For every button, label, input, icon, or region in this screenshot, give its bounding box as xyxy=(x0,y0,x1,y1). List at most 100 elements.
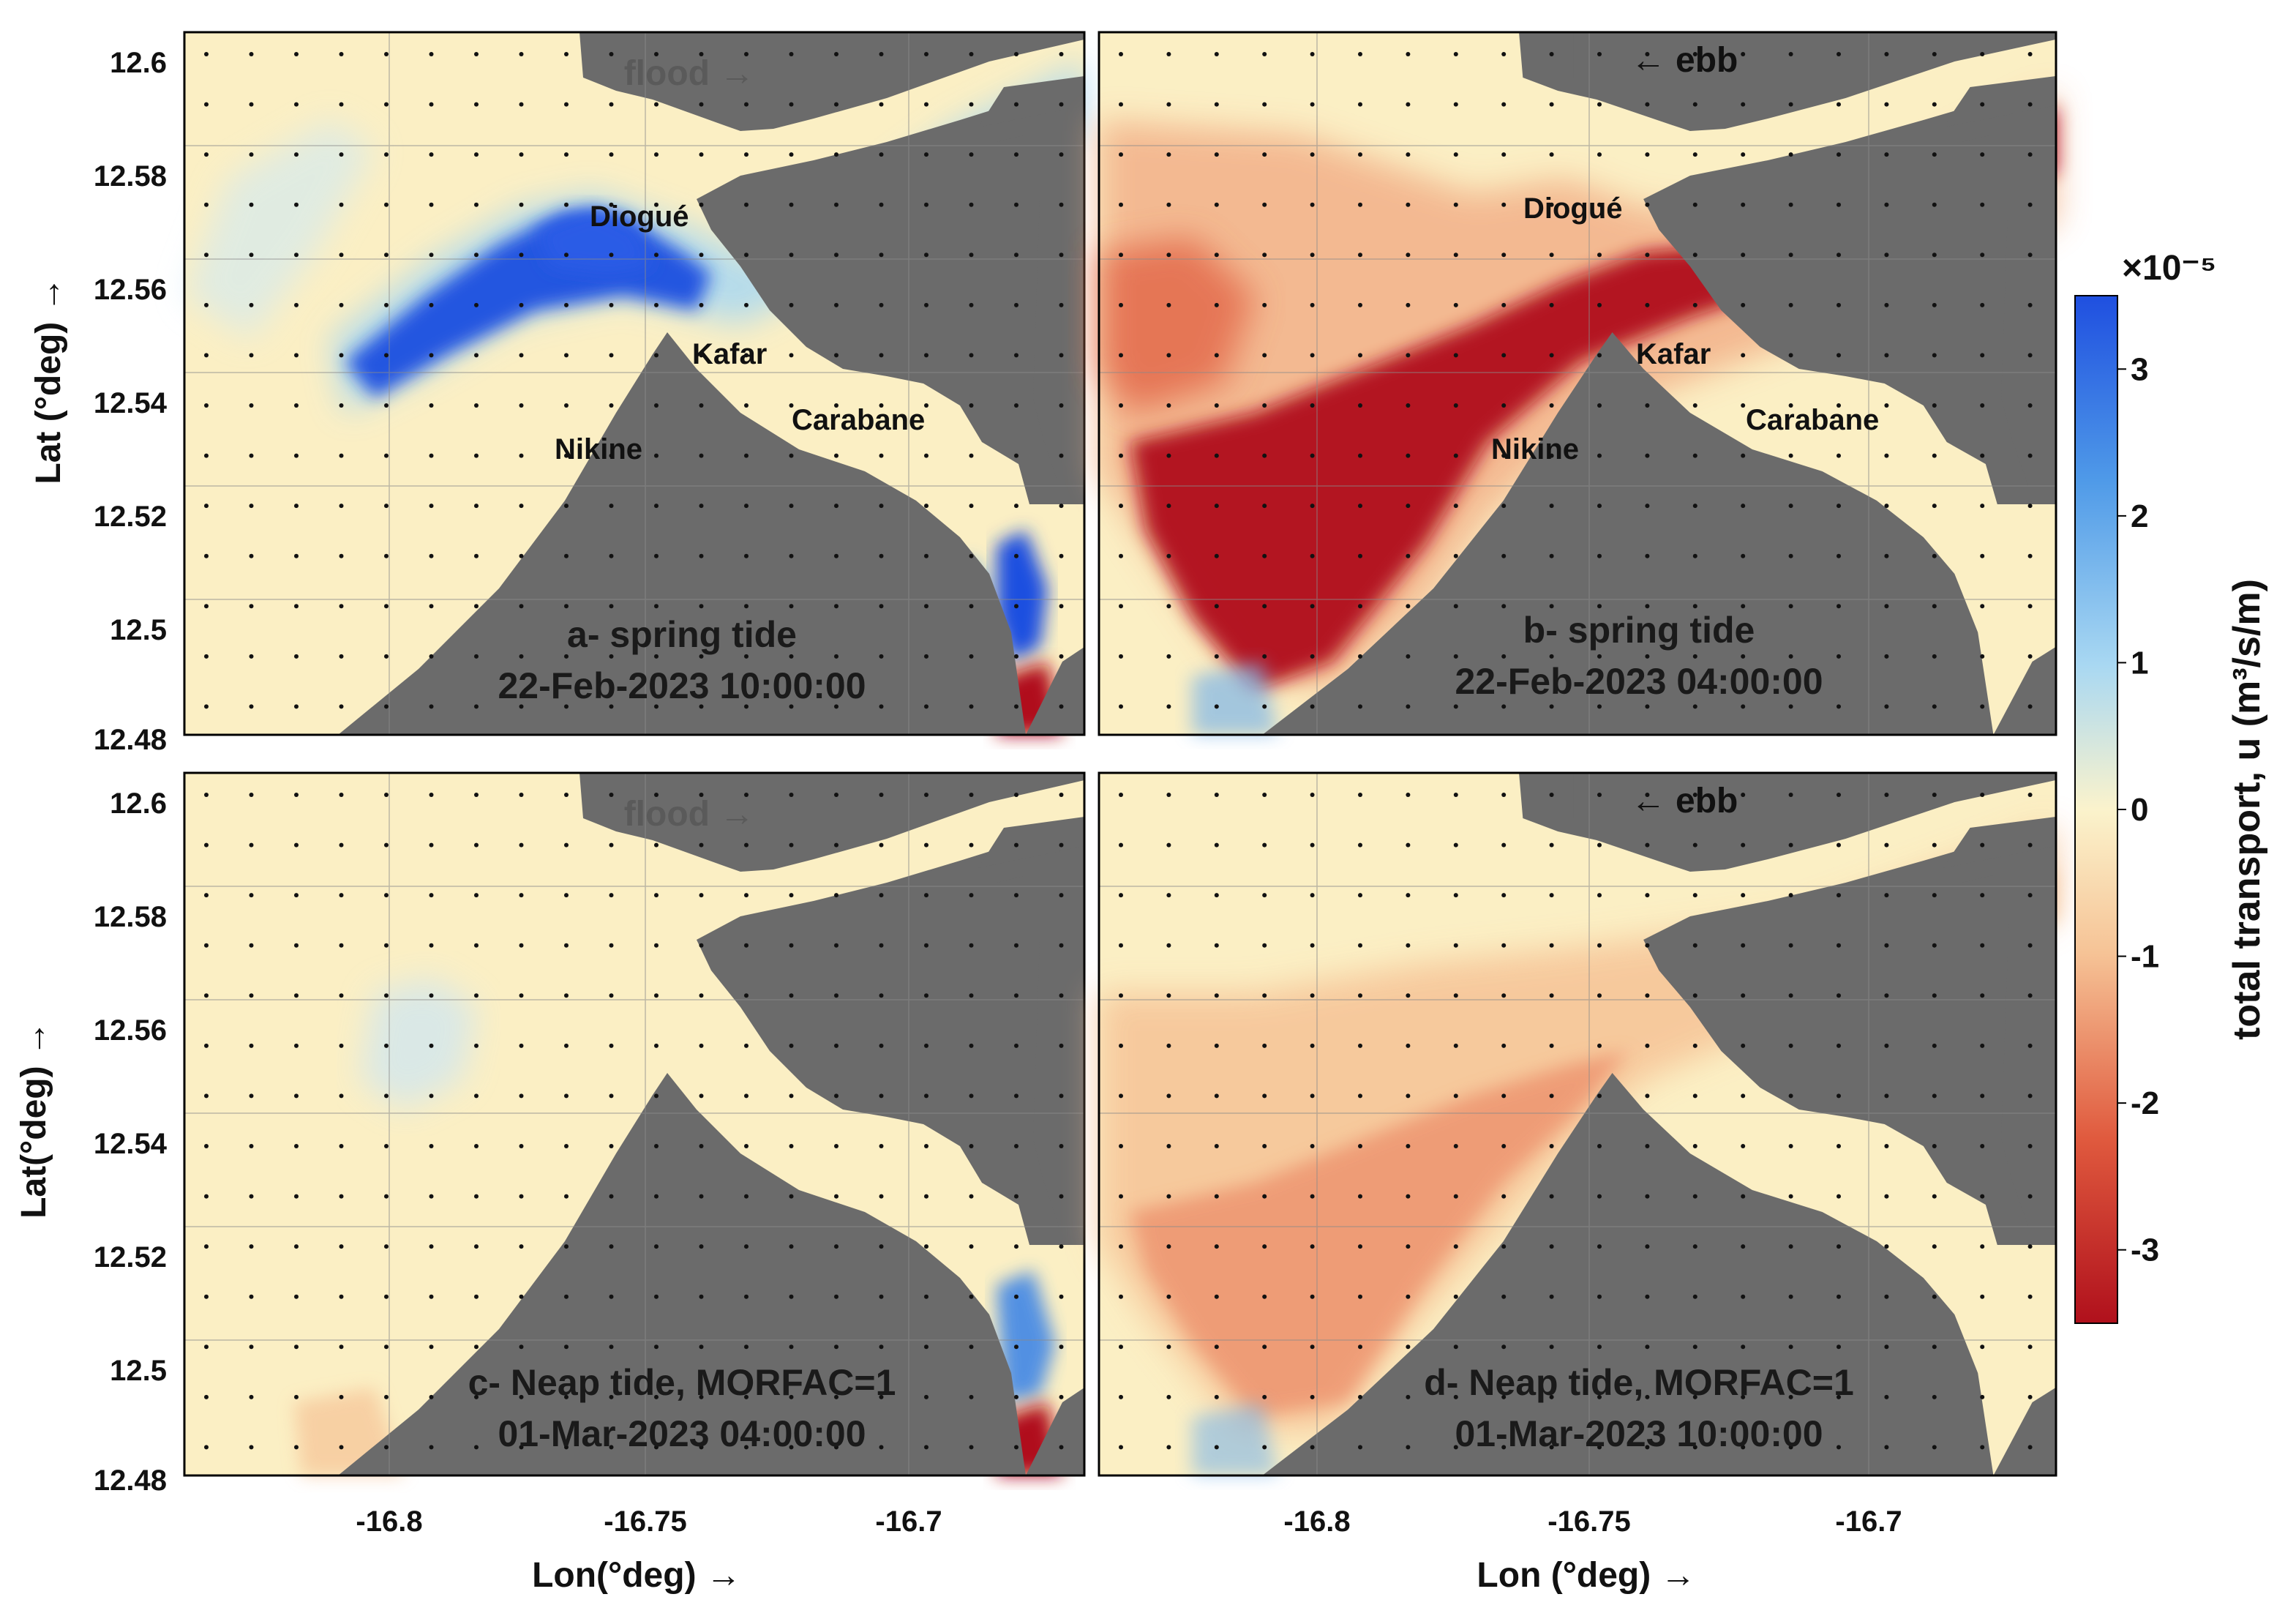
vector-dot xyxy=(1837,52,1841,56)
vector-dot xyxy=(384,1344,389,1350)
vector-dot xyxy=(789,403,794,408)
vector-dot xyxy=(429,842,434,848)
vector-dot xyxy=(1406,793,1411,797)
vector-dot xyxy=(1358,604,1362,609)
vector-dot xyxy=(1597,504,1602,509)
vector-dot xyxy=(1645,1144,1650,1148)
vector-dot xyxy=(1932,604,1937,609)
vector-dot xyxy=(1884,842,1889,848)
vector-dot xyxy=(924,453,928,458)
vector-dot xyxy=(204,403,209,408)
vector-dot xyxy=(1059,993,1064,998)
vector-dot xyxy=(1501,1093,1507,1099)
vector-dot xyxy=(654,202,659,207)
vector-dot xyxy=(1214,704,1219,709)
vector-dot xyxy=(744,1244,749,1249)
colorbar-label: total transport, u (m³/s/m) xyxy=(2226,579,2268,1040)
vector-dot xyxy=(204,202,209,207)
vector-dot xyxy=(204,893,209,898)
lon-tick: -16.75 xyxy=(1547,1505,1630,1538)
vector-dot xyxy=(1501,202,1507,207)
vector-dot xyxy=(2027,252,2033,258)
vector-dot xyxy=(1119,102,1123,107)
vector-dot xyxy=(384,1194,389,1199)
vector-dot xyxy=(1884,793,1889,797)
vector-dot xyxy=(519,1194,524,1199)
vector-dot xyxy=(1884,893,1889,898)
vector-dot xyxy=(1453,943,1458,948)
vector-dot xyxy=(1214,1093,1219,1099)
vector-dot xyxy=(1932,842,1937,848)
vector-dot xyxy=(204,842,209,848)
vector-dot xyxy=(1692,102,1697,107)
vector-dot xyxy=(879,1394,884,1399)
vector-dot xyxy=(1741,893,1746,898)
vector-dot xyxy=(1059,1445,1064,1450)
vector-dot xyxy=(2027,553,2033,558)
vector-dot xyxy=(474,1194,479,1199)
vector-dot xyxy=(789,1344,794,1350)
vector-dot xyxy=(1501,993,1507,998)
vector-dot xyxy=(294,302,299,307)
vector-dot xyxy=(1119,302,1123,307)
vector-dot xyxy=(429,1043,434,1048)
vector-dot xyxy=(384,1244,389,1249)
vector-dot xyxy=(969,604,974,609)
vector-dot xyxy=(834,993,839,998)
vector-dot xyxy=(564,1043,569,1048)
vector-dot xyxy=(1166,793,1171,797)
vector-dot xyxy=(1932,52,1937,56)
vector-dot xyxy=(879,302,884,307)
vector-dot xyxy=(1501,302,1507,307)
panel-b-label-carabane: Carabane xyxy=(1746,404,1879,436)
vector-dot xyxy=(1741,1194,1746,1199)
vector-dot xyxy=(249,202,254,207)
vector-dot xyxy=(969,1093,974,1099)
vector-dot xyxy=(654,793,659,797)
vector-dot xyxy=(1645,1445,1650,1450)
vector-dot xyxy=(1310,893,1315,898)
vector-dot xyxy=(1214,553,1219,558)
vector-dot xyxy=(1262,604,1267,609)
vector-dot xyxy=(1837,842,1841,848)
vector-dot xyxy=(654,893,659,898)
vector-dot xyxy=(609,704,614,709)
vector-dot xyxy=(924,52,928,56)
vector-dot xyxy=(519,1144,524,1148)
vector-dot xyxy=(1214,1144,1219,1148)
vector-dot xyxy=(1262,793,1267,797)
vector-dot xyxy=(2027,1244,2033,1249)
vector-dot xyxy=(924,102,928,107)
vector-dot xyxy=(1980,553,1985,558)
vector-dot xyxy=(609,1043,614,1048)
vector-dot xyxy=(204,1194,209,1199)
vector-dot xyxy=(834,1144,839,1148)
vector-dot xyxy=(519,842,524,848)
vector-dot xyxy=(1837,202,1841,207)
vector-dot xyxy=(1310,604,1315,609)
panel-c-flood-label: flood → xyxy=(624,795,755,834)
vector-dot xyxy=(339,453,344,458)
vector-dot xyxy=(339,1043,344,1048)
vector-dot xyxy=(474,1445,479,1450)
vector-dot xyxy=(1597,1445,1602,1450)
vector-dot xyxy=(1406,604,1411,609)
vector-dot xyxy=(564,302,569,307)
vector-dot xyxy=(654,403,659,408)
vector-dot xyxy=(1014,1144,1018,1148)
vector-dot xyxy=(1645,202,1650,207)
vector-dot xyxy=(744,52,749,56)
vector-dot xyxy=(249,453,254,458)
vector-dot xyxy=(969,52,974,56)
vector-dot xyxy=(204,353,209,358)
vector-dot xyxy=(1549,704,1554,709)
vector-dot xyxy=(699,993,704,998)
vector-dot xyxy=(654,1144,659,1148)
vector-dot xyxy=(1166,453,1171,458)
vector-dot xyxy=(1262,1043,1267,1048)
vector-dot xyxy=(1549,302,1554,307)
vector-dot xyxy=(384,943,389,948)
panel-a-caption-title: a- spring tide xyxy=(567,614,797,655)
vector-dot xyxy=(1645,1394,1650,1399)
